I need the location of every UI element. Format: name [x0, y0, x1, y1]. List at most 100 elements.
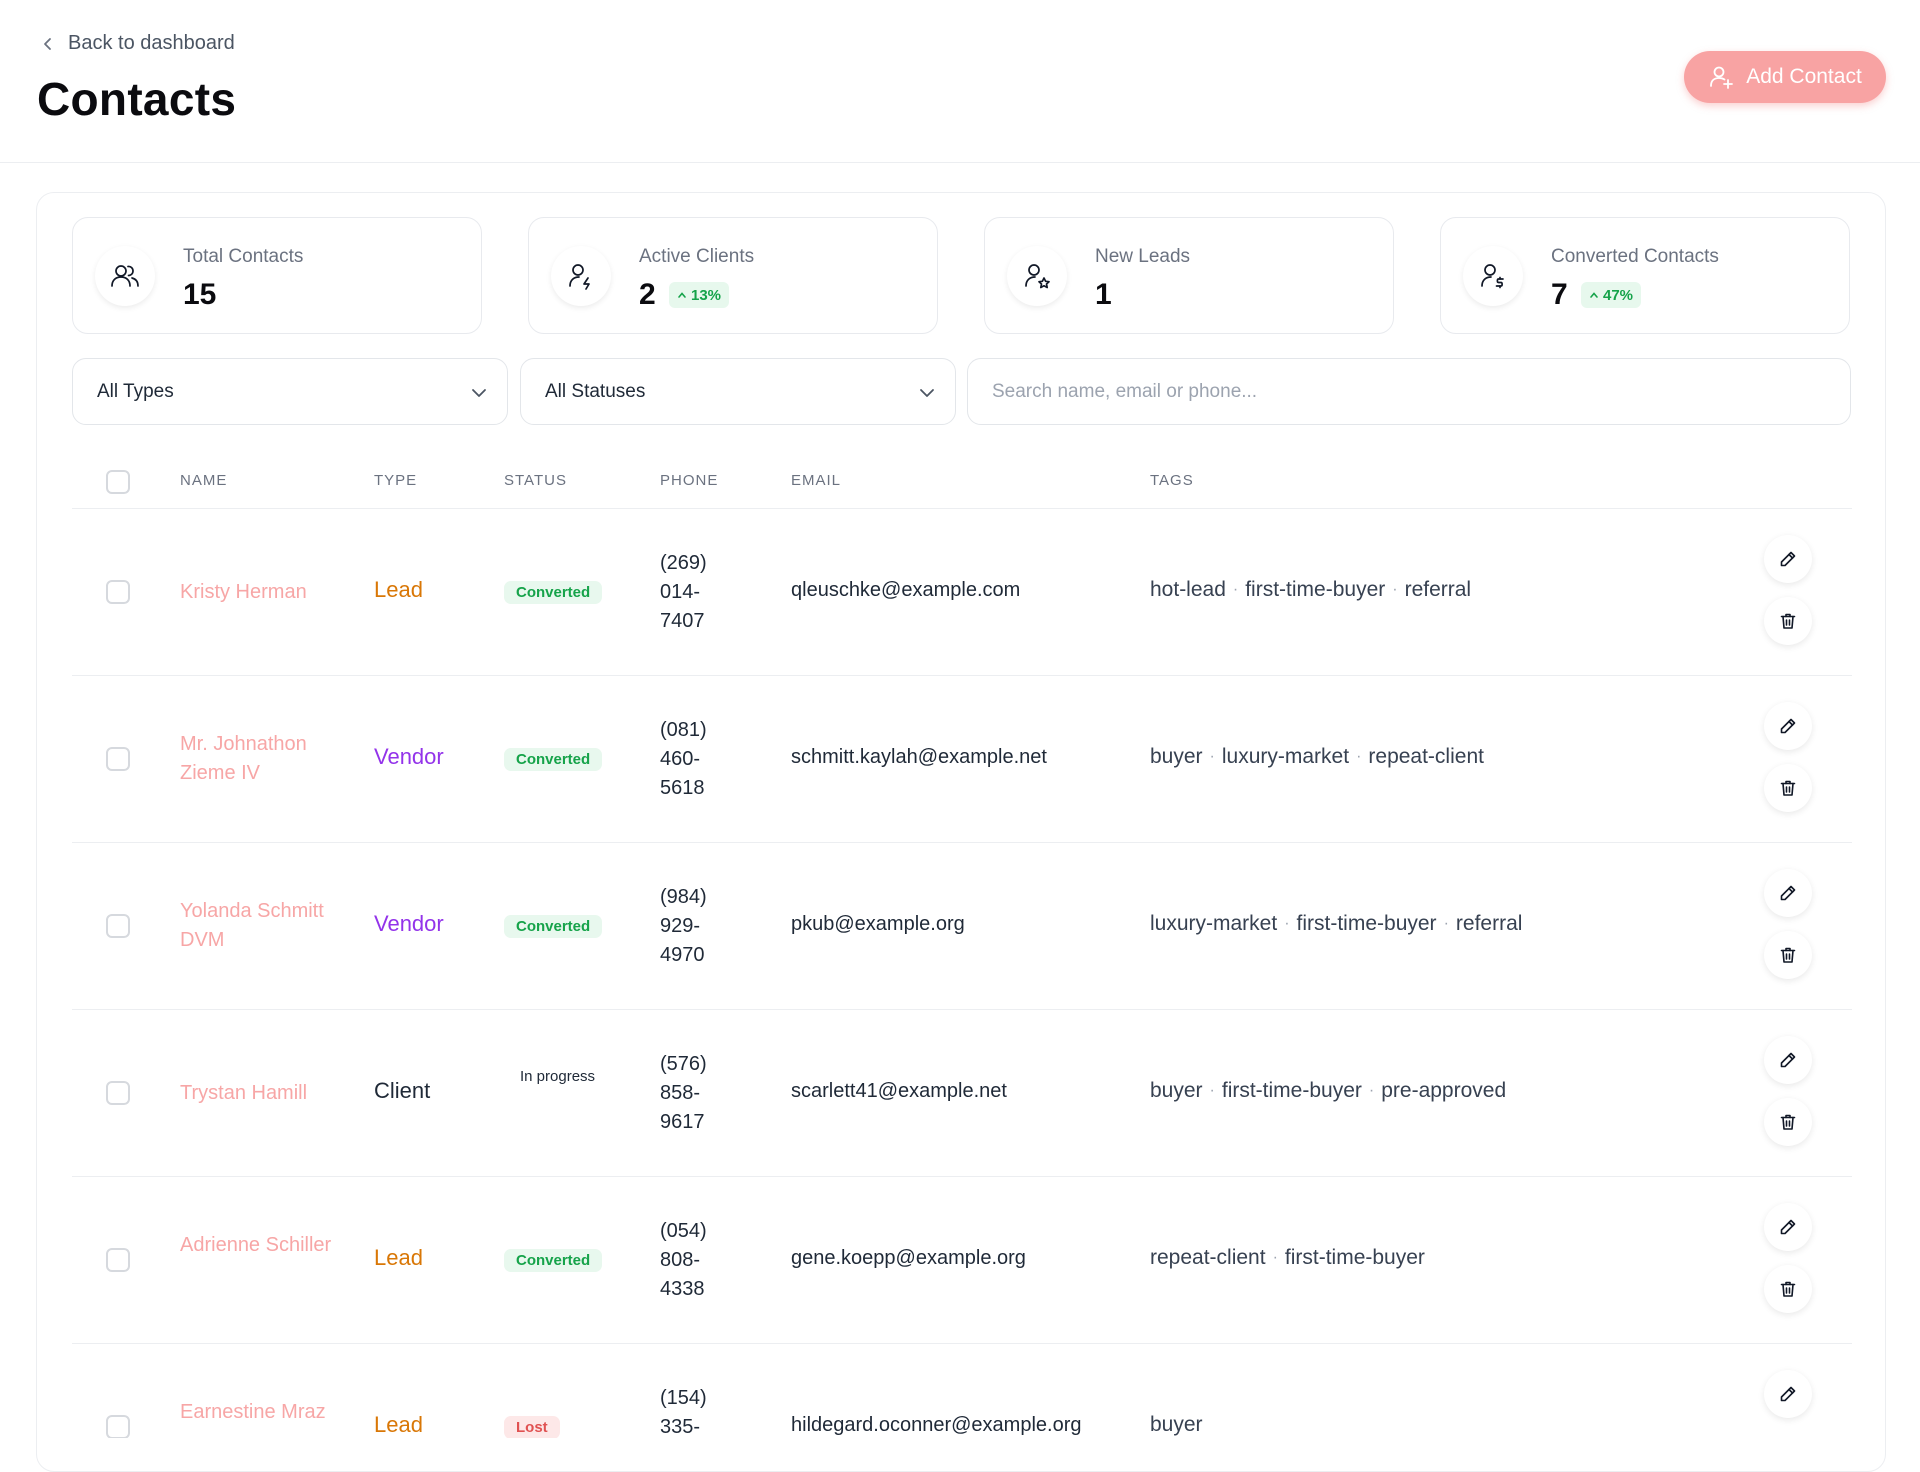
- stat-card-active-clients: Active Clients 2 13%: [528, 217, 938, 334]
- stat-value: 15: [183, 278, 217, 311]
- edit-button[interactable]: [1764, 1203, 1812, 1251]
- trash-icon: [1780, 613, 1796, 629]
- user-plus-icon: [1710, 66, 1734, 89]
- delete-button[interactable]: [1764, 1098, 1812, 1146]
- search-input[interactable]: [968, 359, 1850, 424]
- contact-tags: buyer: [1150, 1413, 1203, 1437]
- chevron-up-icon: [678, 292, 686, 298]
- type-filter-select[interactable]: All Types: [72, 358, 508, 425]
- pencil-icon: [1780, 551, 1796, 567]
- contact-phone: (984) 929-4970: [660, 886, 707, 966]
- delete-button[interactable]: [1764, 1265, 1812, 1313]
- stat-icon-wrap: [1007, 246, 1067, 306]
- column-header-phone[interactable]: PHONE: [660, 472, 719, 489]
- delete-button[interactable]: [1764, 597, 1812, 645]
- chevron-down-icon: [920, 389, 934, 397]
- contact-type: Lead: [374, 1412, 423, 1437]
- stat-delta-badge: 13%: [669, 282, 730, 308]
- edit-button[interactable]: [1764, 869, 1812, 917]
- contact-email: schmitt.kaylah@example.net: [791, 746, 1047, 768]
- column-header-type[interactable]: TYPE: [374, 472, 418, 489]
- contact-name-link[interactable]: Kristy Herman: [180, 581, 307, 603]
- edit-button[interactable]: [1764, 1370, 1812, 1418]
- row-checkbox[interactable]: [106, 1248, 130, 1272]
- table-row: Yolanda Schmitt DVM Vendor Converted (98…: [72, 843, 1852, 1010]
- edit-button[interactable]: [1764, 1036, 1812, 1084]
- contact-name-link[interactable]: Trystan Hamill: [180, 1082, 308, 1104]
- row-checkbox[interactable]: [106, 1081, 130, 1105]
- row-checkbox[interactable]: [106, 580, 130, 604]
- stat-value: 1: [1095, 278, 1112, 311]
- delete-button[interactable]: [1764, 931, 1812, 979]
- contact-email: gene.koepp@example.org: [791, 1247, 1026, 1269]
- status-badge: Converted: [504, 915, 603, 938]
- stat-label: Active Clients: [639, 246, 755, 267]
- back-link-label: Back to dashboard: [68, 32, 235, 54]
- contact-phone: (154) 335-: [660, 1387, 707, 1438]
- contact-type: Lead: [374, 1245, 423, 1270]
- user-bolt-icon: [569, 264, 590, 290]
- stat-delta-value: 47%: [1603, 286, 1634, 304]
- status-badge: Lost: [504, 1416, 560, 1438]
- contact-phone: (054) 808-4338: [660, 1220, 707, 1300]
- contact-name-link[interactable]: Adrienne Schiller: [180, 1234, 332, 1256]
- stat-icon-wrap: [551, 246, 611, 306]
- contact-tags: buyer · luxury-market · repeat-client: [1150, 745, 1484, 768]
- contact-email: pkub@example.org: [791, 913, 965, 935]
- tag: referral: [1455, 912, 1523, 935]
- table-row: Adrienne Schiller Lead Converted (054) 8…: [72, 1177, 1852, 1344]
- delete-button[interactable]: [1764, 764, 1812, 812]
- table-row: Earnestine Mraz Lead Lost (154) 335- hil…: [72, 1344, 1852, 1438]
- status-filter-select[interactable]: All Statuses: [520, 358, 956, 425]
- edit-button[interactable]: [1764, 535, 1812, 583]
- column-header-name[interactable]: NAME: [180, 472, 228, 489]
- contact-name-link[interactable]: Earnestine Mraz: [180, 1401, 326, 1423]
- pencil-icon: [1780, 1219, 1796, 1235]
- row-checkbox[interactable]: [106, 747, 130, 771]
- status-badge: Converted: [504, 748, 603, 771]
- column-header-email[interactable]: EMAIL: [791, 472, 842, 489]
- tag: first-time-buyer: [1296, 912, 1437, 935]
- status-badge: Converted: [504, 581, 603, 604]
- stat-value: 2: [639, 278, 656, 311]
- stat-delta-badge: 47%: [1581, 282, 1642, 308]
- table-row: Mr. Johnathon Zieme IV Vendor Converted …: [72, 676, 1852, 843]
- edit-button[interactable]: [1764, 702, 1812, 750]
- tag: buyer: [1150, 1413, 1203, 1436]
- contact-name-link[interactable]: Mr. Johnathon Zieme IV: [180, 733, 307, 784]
- row-checkbox[interactable]: [106, 1415, 130, 1438]
- stat-label: Converted Contacts: [1551, 246, 1719, 267]
- tag: luxury-market: [1221, 745, 1350, 768]
- trash-icon: [1780, 947, 1796, 963]
- stat-card-converted-contacts: Converted Contacts 7 47%: [1440, 217, 1850, 334]
- user-star-icon: [1025, 264, 1050, 289]
- column-header-tags[interactable]: TAGS: [1150, 472, 1194, 489]
- stat-delta-value: 13%: [691, 286, 722, 304]
- row-checkbox[interactable]: [106, 914, 130, 938]
- tag: referral: [1404, 578, 1472, 601]
- search-field: [967, 358, 1851, 425]
- tag: buyer: [1150, 1079, 1203, 1102]
- user-dollar-icon: [1481, 264, 1504, 289]
- page-title: Contacts: [37, 73, 237, 125]
- status-badge: Converted: [504, 1249, 603, 1272]
- chevron-down-icon: [472, 389, 486, 397]
- contact-name-link[interactable]: Yolanda Schmitt DVM: [180, 900, 324, 951]
- stat-label: Total Contacts: [183, 246, 304, 267]
- pencil-icon: [1780, 885, 1796, 901]
- select-all-checkbox[interactable]: [106, 470, 130, 494]
- tag: repeat-client: [1368, 745, 1484, 768]
- contact-tags: repeat-client · first-time-buyer: [1150, 1246, 1425, 1269]
- contact-email: hildegard.oconner@example.org: [791, 1414, 1082, 1436]
- add-contact-button[interactable]: Add Contact: [1684, 51, 1886, 103]
- tag: first-time-buyer: [1284, 1246, 1425, 1269]
- stat-value: 7: [1551, 278, 1568, 311]
- contact-type: Lead: [374, 577, 423, 602]
- back-link[interactable]: Back to dashboard: [40, 32, 235, 55]
- users-icon: [111, 265, 139, 287]
- page-header: Back to dashboard Contacts Add Contact: [0, 0, 1920, 163]
- contact-type: Vendor: [374, 911, 444, 936]
- trash-icon: [1780, 1281, 1796, 1297]
- stat-icon-wrap: [1463, 246, 1523, 306]
- column-header-status[interactable]: STATUS: [504, 472, 567, 489]
